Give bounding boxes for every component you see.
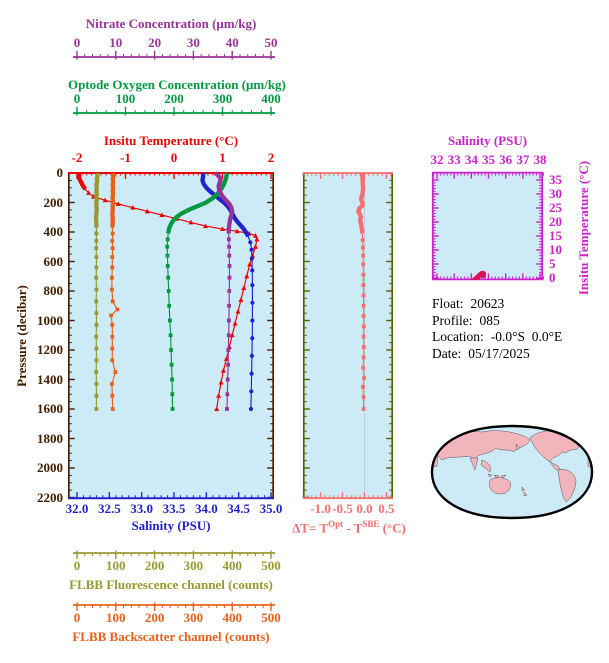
fluorescence-tick-label: 200 xyxy=(144,558,165,573)
curve-backscatter xyxy=(109,172,120,411)
nitrate-tick-label: 0 xyxy=(73,35,81,50)
float-id-row: Float: 20623 xyxy=(432,296,505,311)
pressure-tick-label: 1800 xyxy=(37,430,63,446)
location-row: Location: -0.0°S 0.0°E xyxy=(432,329,563,344)
temperature-tick-label: -1 xyxy=(120,150,131,165)
temperature-tick-label: 0 xyxy=(170,150,178,165)
salinity-tick-label: 33.5 xyxy=(162,501,186,516)
main-plot-frame xyxy=(67,172,275,500)
pressure-tick-label: 2000 xyxy=(37,460,63,475)
pressure-tick-label: 200 xyxy=(43,194,64,210)
oxygen-tick-label: 100 xyxy=(115,91,136,106)
oxygen-axis-title: Optode Oxygen Concentration (μm/kg) xyxy=(68,77,286,92)
temperature-axis-title: Insitu Temperature (°C) xyxy=(103,133,239,148)
oxygen-tick-label: 0 xyxy=(73,91,81,106)
ts-scatter xyxy=(470,270,487,280)
delta-t-tick-label: -1.0 xyxy=(310,501,331,516)
ts-salinity-tick-label: 32 xyxy=(430,152,444,167)
pressure-tick-label: 800 xyxy=(43,283,64,298)
profile-row: Profile: 085 xyxy=(432,312,500,328)
oxygen-tick-label: 400 xyxy=(261,91,281,106)
backscatter-tick-label: 100 xyxy=(106,610,126,625)
fluorescence-axis-title: FLBB Fluorescence channel (counts) xyxy=(69,577,273,592)
pressure-tick-label: 1600 xyxy=(37,401,63,416)
curve-fluorescence xyxy=(93,172,100,411)
pressure-tick-label: 400 xyxy=(43,224,64,239)
salinity-tick-label: 35.0 xyxy=(259,501,283,516)
pressure-tick-label: 1000 xyxy=(37,312,63,328)
temperature-tick-label: 2 xyxy=(267,150,275,165)
ts-temperature-tick-label: 30 xyxy=(549,186,562,201)
fluorescence-tick-label: 100 xyxy=(106,558,126,573)
temperature-tick-label: -2 xyxy=(71,150,83,165)
float-info: Float: 20623 Profile: 085 Location: -0.0°S … xyxy=(432,296,562,362)
pressure-axis-title: Pressure (decibar) xyxy=(14,285,29,387)
ts-salinity-tick-label: 33 xyxy=(447,152,461,167)
ts-frame xyxy=(431,171,544,281)
salinity-tick-label: 32.0 xyxy=(65,501,89,516)
fluorescence-tick-label: 400 xyxy=(222,558,242,573)
ts-temperature-tick-label: 15 xyxy=(549,228,562,243)
nitrate-tick-label: 50 xyxy=(264,35,278,50)
ts-temperature-tick-label: 5 xyxy=(549,256,556,271)
ts-salinity-tick-label: 34 xyxy=(464,152,478,167)
salinity-tick-label: 34.0 xyxy=(194,501,218,516)
world-map xyxy=(430,424,594,520)
pressure-tick-label: 1400 xyxy=(37,371,63,387)
backscatter-tick-label: 400 xyxy=(222,610,242,625)
pressure-tick-label: 2200 xyxy=(37,489,63,505)
salinity-tick-label: 32.5 xyxy=(97,501,121,516)
backscatter-tick-label: 300 xyxy=(183,610,204,625)
salinity-tick-label: 33.0 xyxy=(130,501,154,516)
ts-salinity-tick-label: 38 xyxy=(533,152,547,167)
standalone-axes xyxy=(73,51,275,611)
curve-nitrate xyxy=(213,171,235,411)
delta-t-frame xyxy=(302,172,394,500)
nitrate-tick-label: 40 xyxy=(225,35,239,50)
backscatter-tick-label: 200 xyxy=(144,610,165,625)
delta-t-axis-title: ΔT= TOpt - TSBE (°C) xyxy=(292,519,406,536)
temperature-tick-label: 1 xyxy=(219,150,226,165)
curve-salinity xyxy=(200,173,255,412)
backscatter-axis-title: FLBB Backscatter channel (counts) xyxy=(72,629,270,644)
ts-temperature-tick-label: 25 xyxy=(549,200,562,215)
salinity-tick-label: 34.5 xyxy=(227,501,251,516)
backscatter-tick-label: 0 xyxy=(73,610,81,625)
ts-temperature-tick-label: 0 xyxy=(549,270,556,285)
oxygen-tick-label: 300 xyxy=(212,91,233,106)
ts-temperature-tick-label: 10 xyxy=(549,242,562,257)
oxygen-tick-label: 200 xyxy=(164,91,184,106)
ts-salinity-tick-label: 36 xyxy=(499,152,513,167)
fluorescence-tick-label: 0 xyxy=(73,558,81,573)
fluorescence-tick-label: 500 xyxy=(261,558,281,573)
nitrate-tick-label: 30 xyxy=(186,35,200,50)
nitrate-tick-label: 20 xyxy=(148,35,162,50)
ts-temperature-tick-label: 35 xyxy=(549,172,562,187)
ts-temperature-axis-title: Insitu Temperature (°C) xyxy=(576,160,591,296)
ts-salinity-tick-label: 37 xyxy=(516,152,530,167)
backscatter-tick-label: 500 xyxy=(261,610,281,625)
delta-t-tick-label: -0.5 xyxy=(332,501,353,516)
pressure-tick-label: 600 xyxy=(43,253,64,269)
ts-salinity-axis-title: Salinity (PSU) xyxy=(447,133,528,148)
fluorescence-tick-label: 300 xyxy=(183,558,204,573)
delta-t-tick-label: 0.0 xyxy=(356,501,373,516)
ts-temperature-tick-label: 20 xyxy=(549,214,562,229)
pressure-tick-label: 1200 xyxy=(37,342,63,357)
ts-salinity-tick-label: 35 xyxy=(482,152,495,167)
pressure-tick-label: 0 xyxy=(56,165,64,180)
salinity-axis-title: Salinity (PSU) xyxy=(131,518,211,533)
curve-delta-t xyxy=(356,173,366,411)
nitrate-tick-label: 10 xyxy=(109,35,123,50)
date-row: Date: 05/17/2025 xyxy=(432,345,530,361)
nitrate-axis-title: Nitrate Concentration (μm/kg) xyxy=(85,16,257,31)
delta-t-tick-label: 0.5 xyxy=(378,501,395,516)
